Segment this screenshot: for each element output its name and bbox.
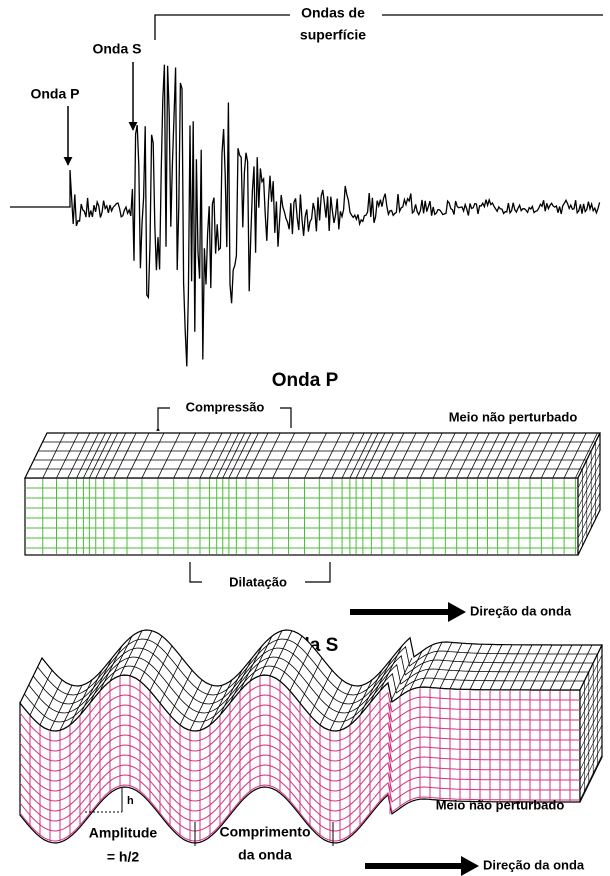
waveform	[10, 65, 600, 367]
label: Onda S	[92, 41, 141, 57]
label: Comprimento	[220, 824, 311, 840]
bracket	[155, 15, 290, 40]
bracket	[280, 408, 291, 428]
p-wave-block	[25, 433, 600, 555]
label: h	[127, 795, 134, 807]
label: Onda P	[30, 86, 79, 102]
label: Direção da onda	[470, 603, 572, 618]
top-face	[25, 433, 600, 478]
label: Direção da onda	[483, 857, 585, 872]
label: Amplitude	[89, 825, 158, 841]
label: Ondas de	[301, 5, 365, 21]
label: = h/2	[107, 849, 140, 865]
bracket	[305, 562, 330, 582]
bracket	[190, 562, 202, 582]
label: superfície	[300, 27, 366, 43]
diagram: Onda P Onda S Ondas de superfície Onda P…	[0, 0, 610, 876]
bracket	[158, 408, 170, 428]
label: Meio não perturbado	[436, 797, 565, 812]
label: Dilatação	[229, 574, 287, 589]
label: da onda	[238, 847, 292, 863]
arrow-head	[448, 602, 466, 622]
label: Meio não perturbado	[449, 409, 578, 424]
seismogram	[10, 65, 600, 367]
label: Compressão	[186, 399, 265, 414]
page: Onda P Onda S Ondas de superfície Onda P…	[0, 0, 610, 876]
front-face	[25, 478, 578, 555]
title: Onda P	[272, 370, 339, 391]
arrow-head	[461, 856, 479, 876]
